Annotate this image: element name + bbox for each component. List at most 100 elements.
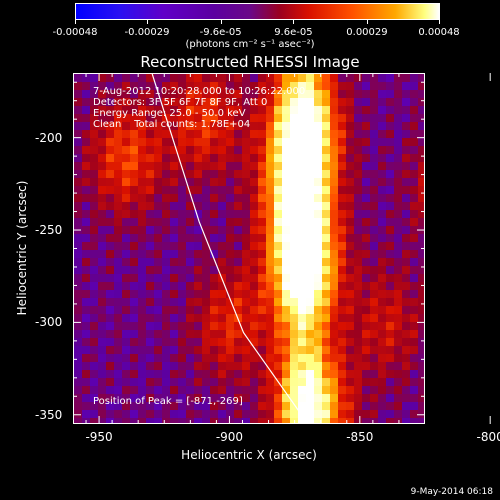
heatmap-cell bbox=[218, 330, 227, 339]
heatmap-cell bbox=[418, 346, 424, 355]
heatmap-cell bbox=[370, 402, 379, 411]
heatmap-cell bbox=[146, 210, 155, 219]
heatmap-cell bbox=[202, 194, 211, 203]
heatmap-cell bbox=[106, 210, 115, 219]
heatmap-cell bbox=[106, 394, 115, 403]
heatmap-cell bbox=[242, 250, 251, 259]
heatmap-cell bbox=[346, 98, 355, 107]
heatmap-cell bbox=[162, 106, 171, 115]
heatmap-cell bbox=[386, 90, 395, 99]
heatmap-cell bbox=[402, 122, 411, 131]
heatmap-cell bbox=[410, 362, 419, 371]
heatmap-cell bbox=[170, 322, 179, 331]
heatmap-cell bbox=[242, 362, 251, 371]
heatmap-cell bbox=[210, 330, 219, 339]
heatmap-cell bbox=[162, 338, 171, 347]
heatmap-cell bbox=[218, 250, 227, 259]
heatmap-cell bbox=[218, 90, 227, 99]
heatmap-cell bbox=[370, 202, 379, 211]
heatmap-cell bbox=[370, 330, 379, 339]
heatmap-cell bbox=[82, 322, 91, 331]
heatmap-cell bbox=[306, 122, 315, 131]
heatmap-cell bbox=[258, 250, 267, 259]
heatmap-cell bbox=[186, 194, 195, 203]
heatmap-cell bbox=[274, 202, 283, 211]
heatmap-cell bbox=[362, 74, 371, 83]
heatmap-cell bbox=[114, 402, 123, 411]
heatmap-cell bbox=[362, 402, 371, 411]
heatmap-cell bbox=[130, 402, 139, 411]
heatmap-cell bbox=[74, 106, 83, 115]
heatmap-cell bbox=[346, 402, 355, 411]
heatmap-cell bbox=[250, 394, 259, 403]
heatmap-cell bbox=[106, 138, 115, 147]
heatmap-cell bbox=[362, 386, 371, 395]
heatmap-cell bbox=[282, 106, 291, 115]
heatmap-cell bbox=[298, 394, 307, 403]
heatmap-cell bbox=[362, 346, 371, 355]
heatmap-cell bbox=[74, 410, 83, 419]
heatmap-cell bbox=[194, 82, 203, 91]
heatmap-cell bbox=[138, 146, 147, 155]
heatmap-cell bbox=[138, 274, 147, 283]
heatmap-cell bbox=[282, 82, 291, 91]
heatmap-cell bbox=[122, 90, 131, 99]
heatmap-cell bbox=[330, 314, 339, 323]
heatmap-cell bbox=[170, 346, 179, 355]
heatmap-cell bbox=[322, 250, 331, 259]
heatmap-cell bbox=[186, 394, 195, 403]
heatmap-cell bbox=[122, 138, 131, 147]
heatmap-cell bbox=[282, 162, 291, 171]
heatmap-cell bbox=[378, 170, 387, 179]
heatmap-cell bbox=[194, 410, 203, 419]
heatmap-cell bbox=[154, 314, 163, 323]
heatmap-cell bbox=[226, 194, 235, 203]
heatmap-cell bbox=[82, 258, 91, 267]
solar-limb-line bbox=[151, 74, 309, 423]
heatmap-cell bbox=[386, 386, 395, 395]
heatmap-cell bbox=[274, 74, 283, 83]
heatmap-cell bbox=[306, 202, 315, 211]
heatmap-cell bbox=[338, 162, 347, 171]
heatmap-cell bbox=[410, 258, 419, 267]
heatmap-cell bbox=[282, 258, 291, 267]
heatmap-cell bbox=[378, 402, 387, 411]
heatmap-cell bbox=[226, 330, 235, 339]
heatmap-cell bbox=[122, 314, 131, 323]
heatmap-cell bbox=[106, 330, 115, 339]
heatmap-cell bbox=[178, 314, 187, 323]
heatmap-cell bbox=[378, 330, 387, 339]
heatmap-cell bbox=[114, 410, 123, 419]
heatmap-cell bbox=[322, 210, 331, 219]
heatmap-cell bbox=[298, 322, 307, 331]
heatmap-cell bbox=[98, 330, 107, 339]
heatmap-cell bbox=[242, 146, 251, 155]
heatmap-cell bbox=[146, 154, 155, 163]
heatmap-cell bbox=[274, 370, 283, 379]
heatmap-cell bbox=[90, 194, 99, 203]
colorbar-tick-label: -0.00029 bbox=[124, 27, 170, 38]
heatmap-cell bbox=[418, 362, 424, 371]
heatmap-cell bbox=[266, 74, 275, 83]
heatmap-cell bbox=[210, 314, 219, 323]
heatmap-cell bbox=[282, 242, 291, 251]
heatmap-cell bbox=[362, 338, 371, 347]
heatmap-cell bbox=[346, 298, 355, 307]
heatmap-cell bbox=[106, 234, 115, 243]
heatmap-cell bbox=[90, 146, 99, 155]
heatmap-cell bbox=[362, 138, 371, 147]
heatmap-cell bbox=[138, 106, 147, 115]
heatmap-cell bbox=[114, 162, 123, 171]
heatmap-cell bbox=[370, 218, 379, 227]
heatmap-cell bbox=[330, 202, 339, 211]
heatmap-cell bbox=[98, 186, 107, 195]
heatmap-cell bbox=[378, 306, 387, 315]
heatmap-cell bbox=[370, 250, 379, 259]
heatmap-cell bbox=[418, 330, 424, 339]
heatmap-cell bbox=[354, 386, 363, 395]
heatmap-cell bbox=[362, 98, 371, 107]
heatmap-cell bbox=[266, 346, 275, 355]
heatmap-cell bbox=[74, 274, 83, 283]
heatmap-cell bbox=[178, 370, 187, 379]
heatmap-cell bbox=[74, 210, 83, 219]
